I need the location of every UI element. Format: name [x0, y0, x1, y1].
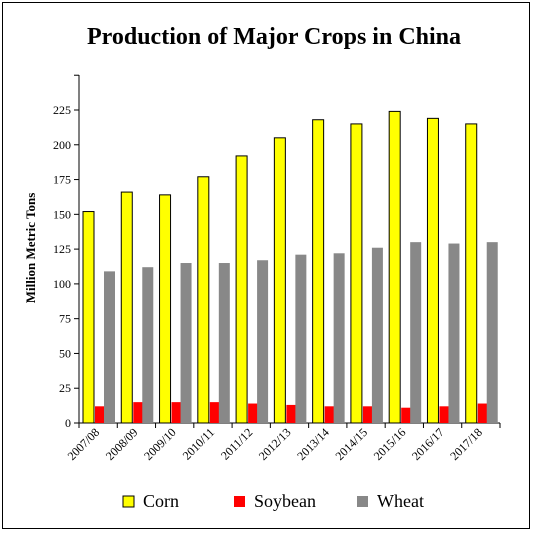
- bar-soybean: [248, 403, 260, 423]
- x-tick-label: 2007/08: [65, 425, 103, 463]
- legend-label-wheat: Wheat: [377, 491, 424, 511]
- bar-corn: [312, 119, 325, 424]
- legend: Corn Soybean Wheat: [122, 491, 424, 511]
- bar-wheat: [104, 271, 115, 423]
- bar-corn: [388, 110, 401, 424]
- bar-wheat: [448, 243, 460, 423]
- x-tick-label: 2015/16: [371, 425, 409, 463]
- bar-soybean: [401, 407, 413, 423]
- bar-soybean: [133, 402, 145, 423]
- y-tick-label: 75: [59, 312, 71, 326]
- bar-soybean: [362, 406, 374, 423]
- bar-wheat: [218, 263, 230, 423]
- legend-label-soybean: Soybean: [254, 491, 316, 511]
- bar-corn: [159, 194, 172, 424]
- bar-wheat: [257, 260, 269, 423]
- x-tick-label: 2016/17: [409, 425, 447, 463]
- y-tick-label: 25: [59, 381, 71, 395]
- bar-soybean: [324, 406, 336, 423]
- bar-corn: [350, 123, 363, 424]
- plot-bars: [82, 110, 498, 424]
- bar-corn: [465, 123, 478, 424]
- x-tick-label: 2009/10: [141, 425, 179, 463]
- bar-wheat: [333, 253, 345, 423]
- x-tick-label: 2017/18: [447, 425, 485, 463]
- x-tick-label: 2012/13: [256, 425, 294, 463]
- bar-soybean: [477, 403, 489, 423]
- x-tick-label: 2008/09: [103, 425, 141, 463]
- bar-corn: [235, 155, 248, 424]
- y-tick-label: 0: [65, 416, 71, 430]
- y-tick-label: 200: [53, 138, 71, 152]
- y-tick-label: 175: [53, 173, 71, 187]
- bar-soybean: [439, 406, 451, 423]
- bar-wheat: [371, 247, 383, 423]
- bar-wheat: [180, 263, 192, 423]
- y-axis-label: Million Metric Tons: [23, 193, 38, 304]
- legend-swatch-corn: [122, 495, 135, 508]
- bar-wheat: [410, 242, 422, 423]
- y-tick-label: 225: [53, 103, 71, 117]
- legend-swatch-wheat: [357, 496, 368, 507]
- bar-soybean: [209, 402, 221, 423]
- bar-corn: [197, 176, 210, 424]
- bar-corn: [120, 191, 133, 424]
- chart-title: Production of Major Crops in China: [87, 24, 461, 50]
- y-tick-label: 100: [53, 277, 71, 291]
- legend-label-corn: Corn: [143, 491, 179, 511]
- bar-wheat: [142, 267, 154, 423]
- y-tick-label: 125: [53, 242, 71, 256]
- bar-wheat: [295, 254, 307, 423]
- x-tick-label: 2013/14: [294, 425, 332, 463]
- bar-corn: [273, 137, 286, 424]
- legend-swatch-soybean: [234, 496, 245, 507]
- bar-soybean: [95, 406, 106, 423]
- x-axis: 2007/08 2008/09 2009/10 2010/11 2011/12 2012/…: [65, 423, 501, 463]
- bar-soybean: [171, 402, 183, 423]
- y-tick-label: 150: [53, 207, 71, 221]
- y-tick-label: 50: [59, 346, 71, 360]
- x-tick-label: 2014/15: [332, 425, 370, 463]
- bar-corn: [426, 117, 439, 424]
- x-tick-label: 2011/12: [218, 425, 255, 462]
- bar-soybean: [286, 404, 298, 423]
- bar-corn: [82, 211, 95, 424]
- bar-wheat: [486, 242, 498, 423]
- x-tick-label: 2010/11: [180, 425, 217, 462]
